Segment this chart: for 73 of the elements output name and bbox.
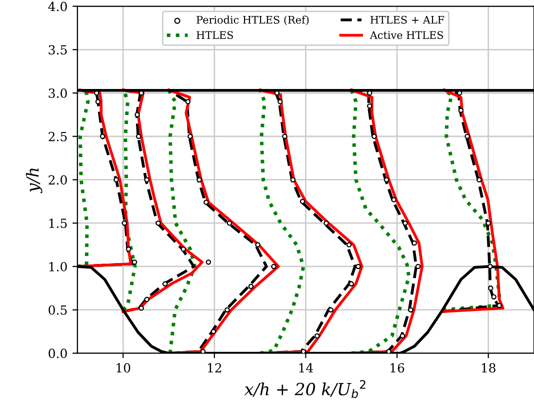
point <box>348 281 354 286</box>
y-tick-label: 1.0 <box>49 262 67 272</box>
point <box>156 220 161 226</box>
y-tick-label: 3.0 <box>48 88 67 98</box>
point <box>138 305 144 311</box>
point <box>226 220 232 226</box>
point <box>144 177 150 182</box>
point <box>132 260 138 265</box>
point <box>248 284 254 290</box>
point <box>366 103 372 109</box>
legend-label: Active HTLES <box>370 31 444 39</box>
point <box>408 307 414 312</box>
y-tick-label: 1.5 <box>49 218 67 228</box>
point <box>391 197 396 202</box>
point <box>496 302 502 308</box>
point <box>458 108 464 113</box>
point <box>100 134 106 140</box>
point <box>400 333 406 338</box>
point <box>314 333 320 338</box>
point <box>134 112 140 118</box>
point <box>188 134 193 140</box>
legend-label: HTLES + ALF <box>370 16 444 24</box>
point <box>196 177 202 182</box>
point <box>372 134 377 140</box>
legend-label: HTLES <box>196 31 233 39</box>
point <box>486 220 491 226</box>
x-tick-label: 12 <box>208 363 222 372</box>
y-tick-label: 0.0 <box>48 348 67 358</box>
y-axis-title: y/h <box>26 168 42 194</box>
point <box>122 220 128 226</box>
point <box>384 177 390 182</box>
point <box>180 246 186 252</box>
x-tick-label: 18 <box>482 363 496 373</box>
point <box>491 294 496 300</box>
point <box>488 264 493 270</box>
point <box>95 99 101 104</box>
point <box>300 348 306 354</box>
point <box>346 242 352 248</box>
point <box>224 307 230 312</box>
point <box>282 134 288 140</box>
x-axis-title: x/h + 20 k/U$_{b}$$^{2}$ <box>244 380 366 398</box>
x-tick-label: 10 <box>116 363 130 373</box>
point <box>162 281 168 286</box>
point <box>114 177 119 182</box>
y-tick-label: 4.0 <box>48 2 67 12</box>
point <box>402 220 408 226</box>
point <box>356 264 361 270</box>
point <box>476 177 482 182</box>
point <box>204 200 209 205</box>
point <box>464 134 470 140</box>
point <box>412 240 418 246</box>
x-tick-label: 14 <box>299 363 314 372</box>
point <box>206 260 212 265</box>
point <box>271 264 276 270</box>
point <box>144 296 150 302</box>
y-tick-label: 0.5 <box>48 305 67 315</box>
point <box>415 264 421 270</box>
legend-label: Periodic HTLES (Ref) <box>196 16 309 26</box>
y-tick-label: 3.5 <box>48 45 67 55</box>
point <box>386 348 392 354</box>
point <box>126 246 132 252</box>
point <box>200 348 206 354</box>
point <box>278 99 283 104</box>
point <box>488 286 494 291</box>
point <box>324 220 329 226</box>
point <box>300 198 306 204</box>
y-tick-label: 2.5 <box>48 132 67 142</box>
x-tick-label: 16 <box>390 363 404 373</box>
point <box>185 99 191 104</box>
point <box>255 242 260 248</box>
point <box>290 177 296 182</box>
point <box>136 134 142 140</box>
y-tick-label: 2.0 <box>48 175 67 185</box>
